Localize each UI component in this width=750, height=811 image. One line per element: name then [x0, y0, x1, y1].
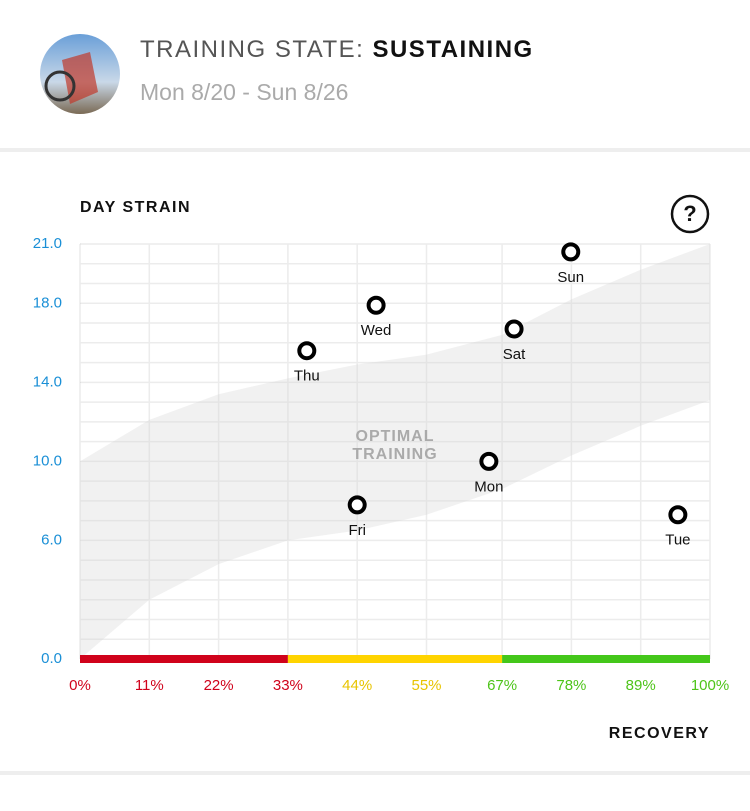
- x-tick-label: 44%: [342, 677, 372, 694]
- point-label: Tue: [665, 532, 690, 549]
- point-label: Mon: [474, 478, 503, 495]
- recovery-zone: [80, 655, 288, 663]
- recovery-zone: [502, 655, 710, 663]
- x-tick-label: 100%: [691, 677, 729, 694]
- x-tick-label: 67%: [487, 677, 517, 694]
- point: [668, 505, 688, 525]
- title-value: SUSTAINING: [372, 36, 533, 63]
- point: [561, 242, 581, 262]
- divider: [0, 771, 750, 775]
- x-tick-label: 89%: [626, 677, 656, 694]
- optimal-band: [80, 244, 710, 659]
- band-label: TRAINING: [352, 446, 437, 463]
- x-tick-label: 0%: [69, 677, 91, 694]
- point-label: Thu: [294, 368, 320, 385]
- y-tick-label: 18.0: [33, 294, 62, 311]
- y-tick-label: 0.0: [41, 650, 62, 667]
- point-label: Fri: [348, 522, 366, 539]
- y-tick-label: 21.0: [33, 235, 62, 252]
- x-tick-label: 78%: [556, 677, 586, 694]
- help-button[interactable]: [670, 194, 710, 234]
- x-axis-label: RECOVERY: [609, 725, 710, 742]
- y-tick-label: 6.0: [41, 531, 62, 548]
- point: [479, 451, 499, 471]
- point: [297, 341, 317, 361]
- subtitle: Mon 8/20 - Sun 8/26: [140, 79, 348, 105]
- point: [366, 295, 386, 315]
- x-tick-label: 55%: [411, 677, 441, 694]
- y-tick-label: 14.0: [33, 373, 62, 390]
- point-label: Sat: [503, 346, 526, 363]
- divider: [0, 148, 750, 152]
- x-tick-label: 33%: [273, 677, 303, 694]
- point: [504, 319, 524, 339]
- avatar-wheel: [44, 70, 76, 102]
- x-tick-label: 11%: [135, 677, 164, 694]
- help-icon: ?: [683, 201, 696, 226]
- y-axis-label: DAY STRAIN: [80, 199, 191, 216]
- y-tick-label: 10.0: [33, 452, 62, 469]
- x-tick-label: 22%: [204, 677, 234, 694]
- avatar-figure: [62, 52, 98, 104]
- point-label: Sun: [557, 269, 584, 286]
- title-label: TRAINING STATE:: [140, 36, 364, 63]
- point-label: Wed: [361, 322, 392, 339]
- title: TRAINING STATE: SUSTAINING: [140, 36, 534, 63]
- band-label: OPTIMAL: [356, 428, 435, 445]
- recovery-zone: [287, 655, 503, 663]
- point: [347, 495, 367, 515]
